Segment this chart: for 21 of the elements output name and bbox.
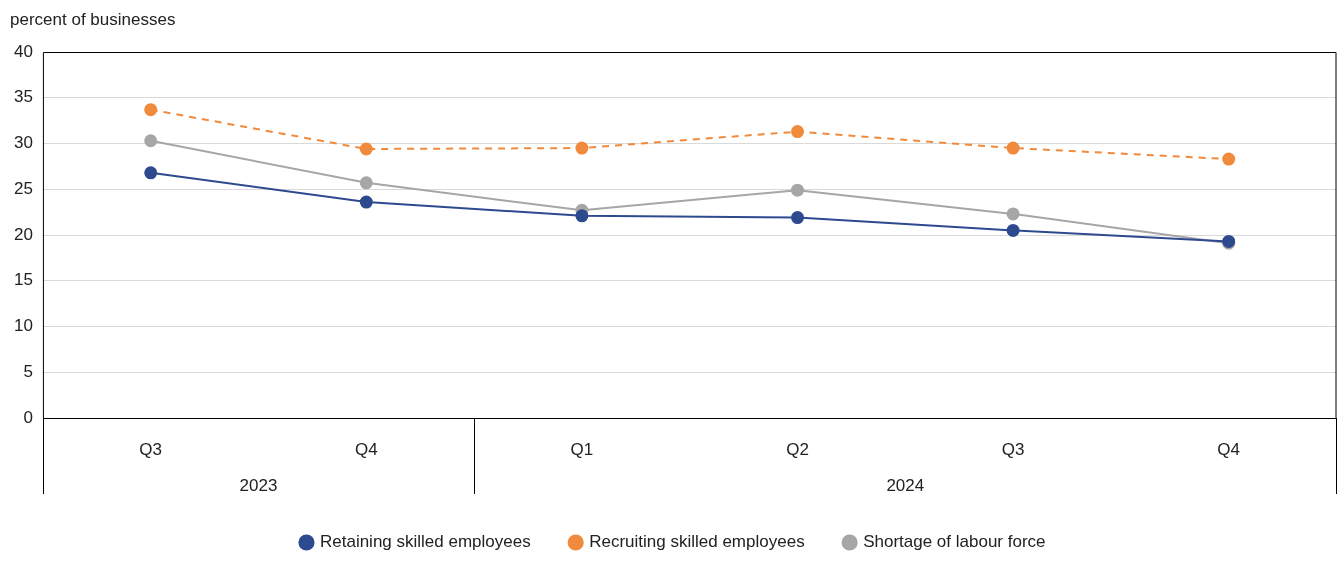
y-axis-title: percent of businesses [10, 10, 176, 30]
x-tick-label: Q1 [570, 439, 594, 459]
legend-label: Recruiting skilled employees [589, 532, 805, 552]
x-tick-label: Q4 [1217, 439, 1241, 459]
x-tick-label: Q4 [354, 439, 378, 459]
y-tick-label: 10 [13, 316, 33, 336]
y-tick-label: 25 [13, 178, 33, 198]
legend-label: Shortage of labour force [863, 532, 1046, 552]
y-tick-label: 35 [13, 87, 33, 107]
y-tick-label: 30 [13, 133, 33, 153]
x-tick-label: Q3 [139, 439, 163, 459]
y-tick-label: 0 [23, 407, 33, 427]
y-tick-label: 20 [13, 224, 33, 244]
y-tick-label: 15 [13, 270, 33, 290]
y-tick-label: 5 [23, 361, 33, 381]
text: 2023 [239, 475, 278, 495]
legend-label: Retaining skilled employees [319, 532, 531, 552]
text: 2024 [886, 475, 925, 495]
x-tick-label: Q3 [1001, 439, 1025, 459]
x-tick-label: Q2 [786, 439, 809, 459]
y-tick-label: 40 [13, 41, 33, 61]
